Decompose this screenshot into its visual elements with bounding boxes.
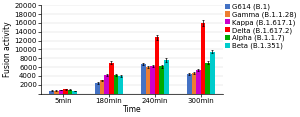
Bar [95,83,100,94]
Bar [141,64,146,94]
Bar [63,90,68,94]
Bar [104,75,109,94]
Bar [160,66,164,94]
Bar [100,80,104,94]
Bar [68,90,72,94]
Bar [205,63,210,94]
Bar [187,74,192,94]
Bar [54,91,58,94]
Bar [201,23,205,94]
Bar [192,73,196,94]
Bar [164,60,169,94]
Bar [114,75,118,94]
Bar [210,52,214,94]
Bar [50,91,54,94]
X-axis label: Time: Time [123,105,141,114]
Bar [58,90,63,94]
Bar [155,37,160,94]
Bar [72,91,77,94]
Bar [150,66,155,94]
Bar [146,67,150,94]
Y-axis label: Fusion activity: Fusion activity [3,22,12,77]
Bar [118,76,123,94]
Bar [196,70,201,94]
Legend: G614 (B.1), Gamma (B.1.1.28), Kappa (B.1.617.1), Delta (B.1.617.2), Alpha (B.1.1: G614 (B.1), Gamma (B.1.1.28), Kappa (B.1… [225,4,297,49]
Bar [109,63,114,94]
